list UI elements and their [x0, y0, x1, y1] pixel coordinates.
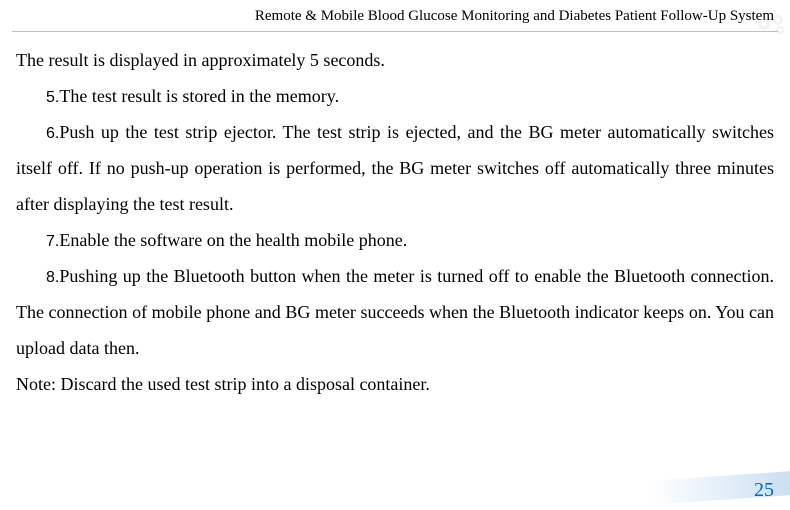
page-content: The result is displayed in approximately… — [0, 42, 790, 402]
item-text: The test result is stored in the memory. — [59, 86, 339, 106]
list-item: 7.Enable the software on the health mobi… — [16, 222, 774, 258]
item-text: Push up the test strip ejector. The test… — [16, 122, 774, 214]
item-number: 5. — [46, 89, 59, 106]
note-paragraph: Note: Discard the used test strip into a… — [16, 366, 774, 402]
list-item: 6.Push up the test strip ejector. The te… — [16, 114, 774, 222]
item-number: 6. — [46, 125, 59, 142]
item-number: 8. — [46, 269, 59, 286]
item-text: Enable the software on the health mobile… — [59, 230, 407, 250]
list-item: 8.Pushing up the Bluetooth button when t… — [16, 258, 774, 366]
item-text: Pushing up the Bluetooth button when the… — [16, 266, 774, 358]
item-number: 7. — [46, 233, 59, 250]
header-divider — [12, 31, 778, 32]
intro-paragraph: The result is displayed in approximately… — [16, 42, 774, 78]
gears-icon — [754, 12, 790, 41]
list-item: 5.The test result is stored in the memor… — [16, 78, 774, 114]
page-number: 25 — [754, 479, 774, 502]
page-header: Remote & Mobile Blood Glucose Monitoring… — [0, 0, 790, 29]
header-title: Remote & Mobile Blood Glucose Monitoring… — [255, 8, 774, 24]
